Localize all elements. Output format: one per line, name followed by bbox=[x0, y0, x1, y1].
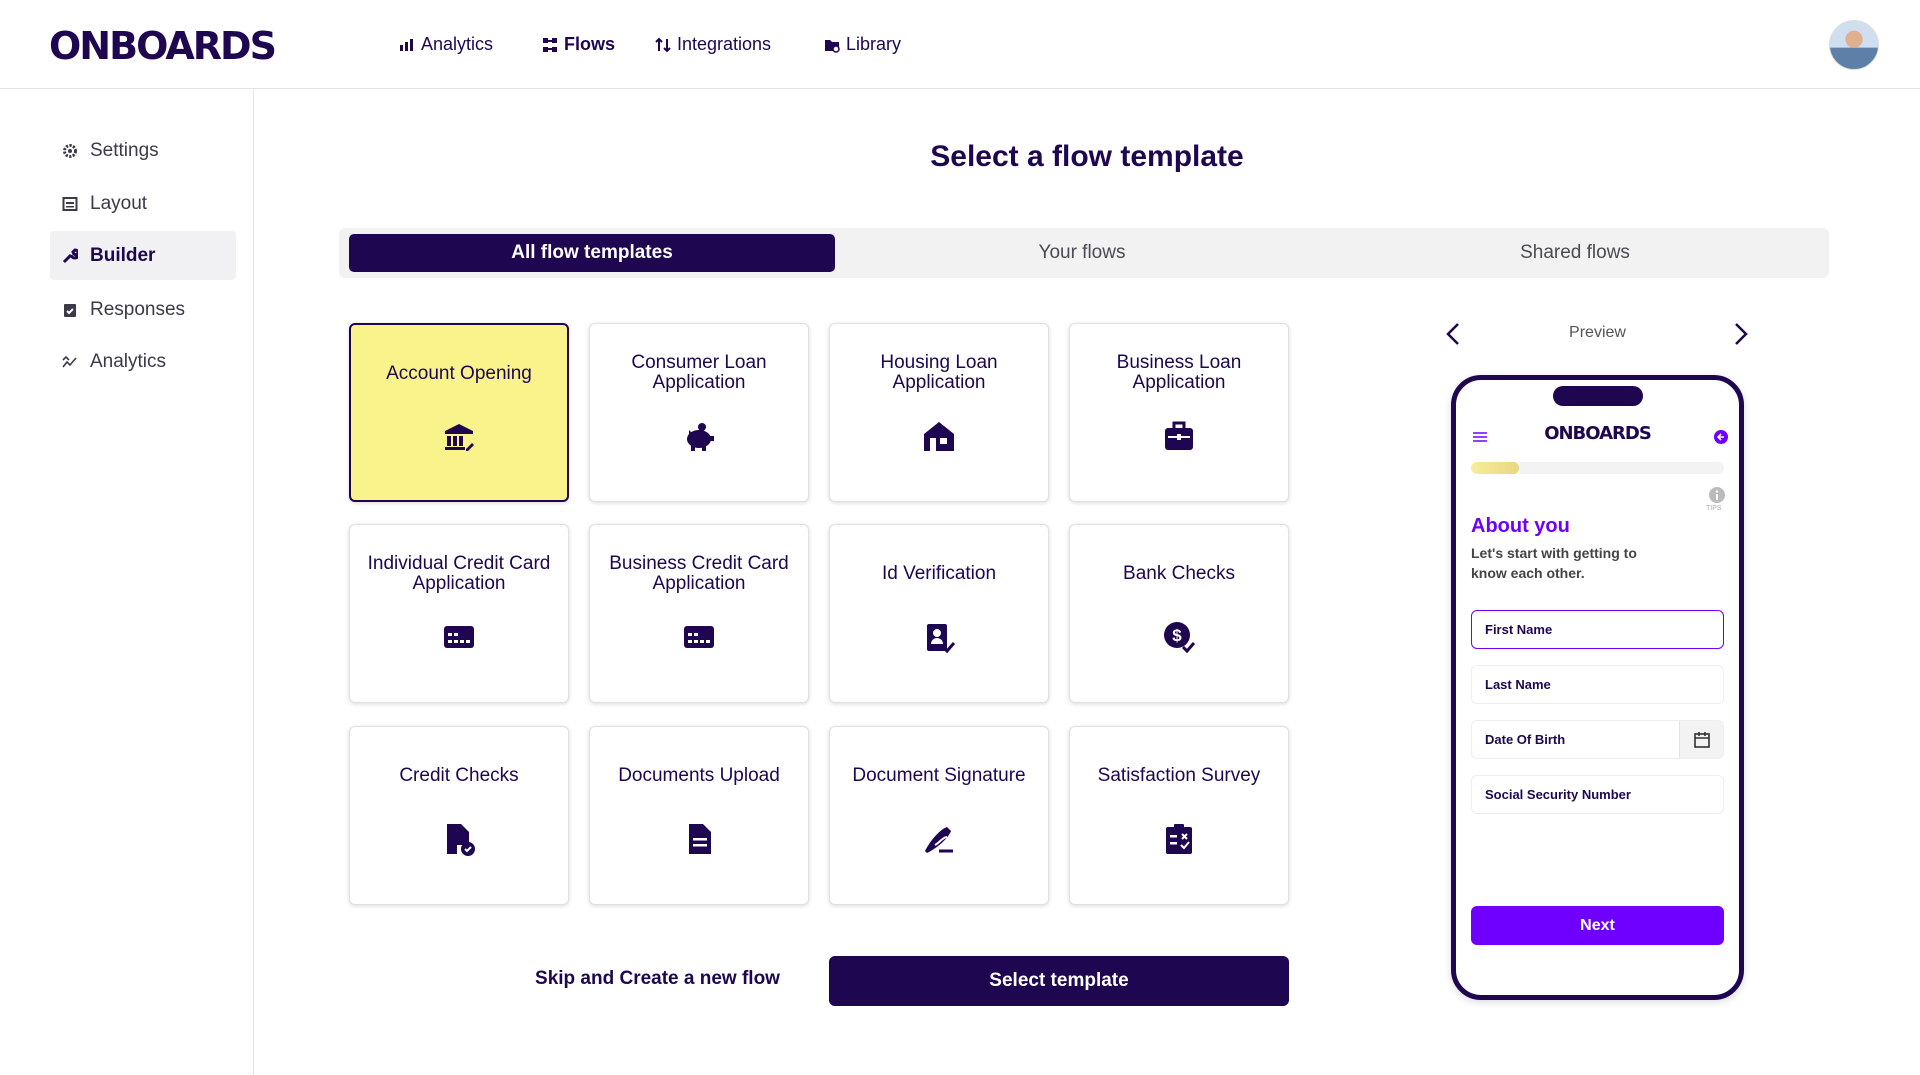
nav-integrations[interactable]: Integrations bbox=[655, 34, 771, 55]
nav-label: Analytics bbox=[421, 34, 494, 54]
nav-analytics[interactable]: Analytics bbox=[399, 34, 493, 55]
credit-card-icon bbox=[684, 626, 714, 648]
survey-clipboard-icon bbox=[1166, 824, 1192, 854]
template-tabs: All flow templates Your flows Shared flo… bbox=[339, 228, 1829, 278]
tab-shared-flows[interactable]: Shared flows bbox=[1520, 242, 1630, 263]
id-badge-check-icon bbox=[927, 624, 956, 654]
template-label: Documents Upload bbox=[618, 765, 780, 786]
template-label: Id Verification bbox=[881, 563, 997, 584]
back-arrow-icon bbox=[1714, 430, 1728, 444]
info-icon bbox=[1709, 487, 1725, 503]
nav-label: Integrations bbox=[677, 34, 772, 54]
top-header: ONBOARDS Analytics Flows Integrations Li… bbox=[0, 0, 1920, 89]
trend-icon bbox=[62, 355, 77, 367]
nav-label: Flows bbox=[564, 34, 616, 54]
file-check-icon bbox=[447, 824, 475, 856]
nav-label: Library bbox=[846, 34, 902, 54]
credit-card-icon bbox=[444, 626, 474, 648]
sidebar-item-label: Settings bbox=[90, 139, 159, 161]
date-of-birth-field[interactable]: Date Of Birth bbox=[1471, 720, 1724, 759]
template-label: Consumer Loan Application bbox=[631, 352, 767, 393]
progress-fill bbox=[1471, 462, 1520, 474]
ssn-field[interactable]: Social Security Number bbox=[1471, 775, 1724, 814]
nav-flows[interactable]: Flows bbox=[542, 34, 615, 55]
template-label: Account Opening bbox=[386, 363, 532, 384]
logo[interactable]: ONBOARDS bbox=[49, 24, 277, 68]
skip-create-new-flow-link[interactable]: Skip and Create a new flow bbox=[535, 968, 780, 989]
first-name-field[interactable]: First Name bbox=[1471, 610, 1724, 649]
integrations-icon bbox=[655, 37, 671, 52]
sidebar: Settings Layout Builder Responses Analyt… bbox=[0, 89, 254, 1075]
template-card[interactable]: Business Loan Application bbox=[1069, 323, 1289, 502]
tab-all-flow-templates[interactable]: All flow templates bbox=[349, 234, 835, 272]
bar-chart-icon bbox=[400, 38, 413, 51]
sidebar-item-label: Responses bbox=[90, 298, 186, 320]
tab-your-flows[interactable]: Your flows bbox=[1038, 242, 1126, 263]
document-icon bbox=[689, 824, 711, 854]
field-label: Date Of Birth bbox=[1485, 732, 1566, 747]
chevron-right-icon[interactable] bbox=[1726, 318, 1754, 350]
select-template-button[interactable]: Select template bbox=[829, 956, 1289, 1006]
hamburger-menu-icon bbox=[1473, 432, 1487, 442]
template-label: Business Loan Application bbox=[1116, 352, 1242, 393]
template-label: Individual Credit Card Application bbox=[367, 553, 551, 594]
template-label: Housing Loan Application bbox=[880, 352, 998, 393]
sidebar-item-settings[interactable]: Settings bbox=[50, 126, 236, 175]
sidebar-item-responses[interactable]: Responses bbox=[50, 285, 236, 334]
sidebar-item-label: Builder bbox=[90, 244, 156, 266]
template-card[interactable]: Credit Checks bbox=[349, 726, 569, 905]
next-button[interactable]: Next bbox=[1471, 906, 1724, 945]
template-label: Satisfaction Survey bbox=[1097, 765, 1261, 786]
gear-icon bbox=[63, 143, 77, 158]
piggy-bank-icon bbox=[687, 423, 714, 451]
template-card[interactable]: Documents Upload bbox=[589, 726, 809, 905]
template-card[interactable]: Bank Checks $ bbox=[1069, 524, 1289, 703]
template-card[interactable]: Business Credit Card Application bbox=[589, 524, 809, 703]
page-title: Select a flow template bbox=[930, 140, 1244, 173]
svg-text:$: $ bbox=[1172, 626, 1182, 645]
about-you-subheading: Let's start with getting to know each ot… bbox=[1471, 545, 1637, 581]
template-label: Business Credit Card Application bbox=[609, 553, 789, 594]
template-card[interactable]: Id Verification bbox=[829, 524, 1049, 703]
calendar-button[interactable] bbox=[1679, 721, 1723, 758]
signature-icon bbox=[925, 827, 953, 853]
sidebar-item-label: Analytics bbox=[90, 350, 167, 372]
dollar-check-icon: $ bbox=[1164, 622, 1196, 654]
tips-label: TIPS bbox=[1706, 505, 1722, 512]
preview-logo: ONBOARDS bbox=[1544, 423, 1652, 444]
avatar[interactable] bbox=[1829, 20, 1879, 70]
preview-label: Preview bbox=[1569, 324, 1626, 341]
briefcase-icon bbox=[1165, 421, 1193, 450]
layout-icon bbox=[62, 196, 78, 211]
bank-icon bbox=[445, 424, 474, 451]
template-label: Credit Checks bbox=[399, 765, 519, 786]
template-card[interactable]: Consumer Loan Application bbox=[589, 323, 809, 502]
template-card[interactable]: Housing Loan Application bbox=[829, 323, 1049, 502]
template-card[interactable]: Satisfaction Survey bbox=[1069, 726, 1289, 905]
wrench-icon bbox=[62, 247, 78, 263]
progress-bar bbox=[1471, 462, 1724, 474]
sidebar-item-analytics[interactable]: Analytics bbox=[50, 337, 236, 386]
chevron-left-icon[interactable] bbox=[1440, 318, 1468, 350]
phone-notch bbox=[1553, 386, 1643, 406]
last-name-field[interactable]: Last Name bbox=[1471, 665, 1724, 704]
house-icon bbox=[924, 422, 954, 451]
sidebar-item-builder[interactable]: Builder bbox=[50, 231, 236, 280]
sidebar-item-layout[interactable]: Layout bbox=[50, 179, 236, 228]
template-label: Document Signature bbox=[852, 765, 1026, 786]
template-card[interactable]: Document Signature bbox=[829, 726, 1049, 905]
template-card[interactable]: Individual Credit Card Application bbox=[349, 524, 569, 703]
calendar-icon bbox=[1693, 731, 1710, 748]
sidebar-item-label: Layout bbox=[90, 192, 148, 214]
clipboard-check-icon bbox=[64, 303, 76, 317]
flows-icon bbox=[543, 37, 557, 52]
nav-library[interactable]: Library bbox=[824, 34, 901, 55]
phone-preview: ONBOARDS TIPS About you Let's start with… bbox=[1451, 375, 1744, 1000]
template-label: Bank Checks bbox=[1123, 563, 1235, 584]
library-folder-icon bbox=[825, 39, 840, 53]
template-card[interactable]: Account Opening bbox=[349, 323, 569, 502]
about-you-heading: About you bbox=[1471, 515, 1570, 537]
